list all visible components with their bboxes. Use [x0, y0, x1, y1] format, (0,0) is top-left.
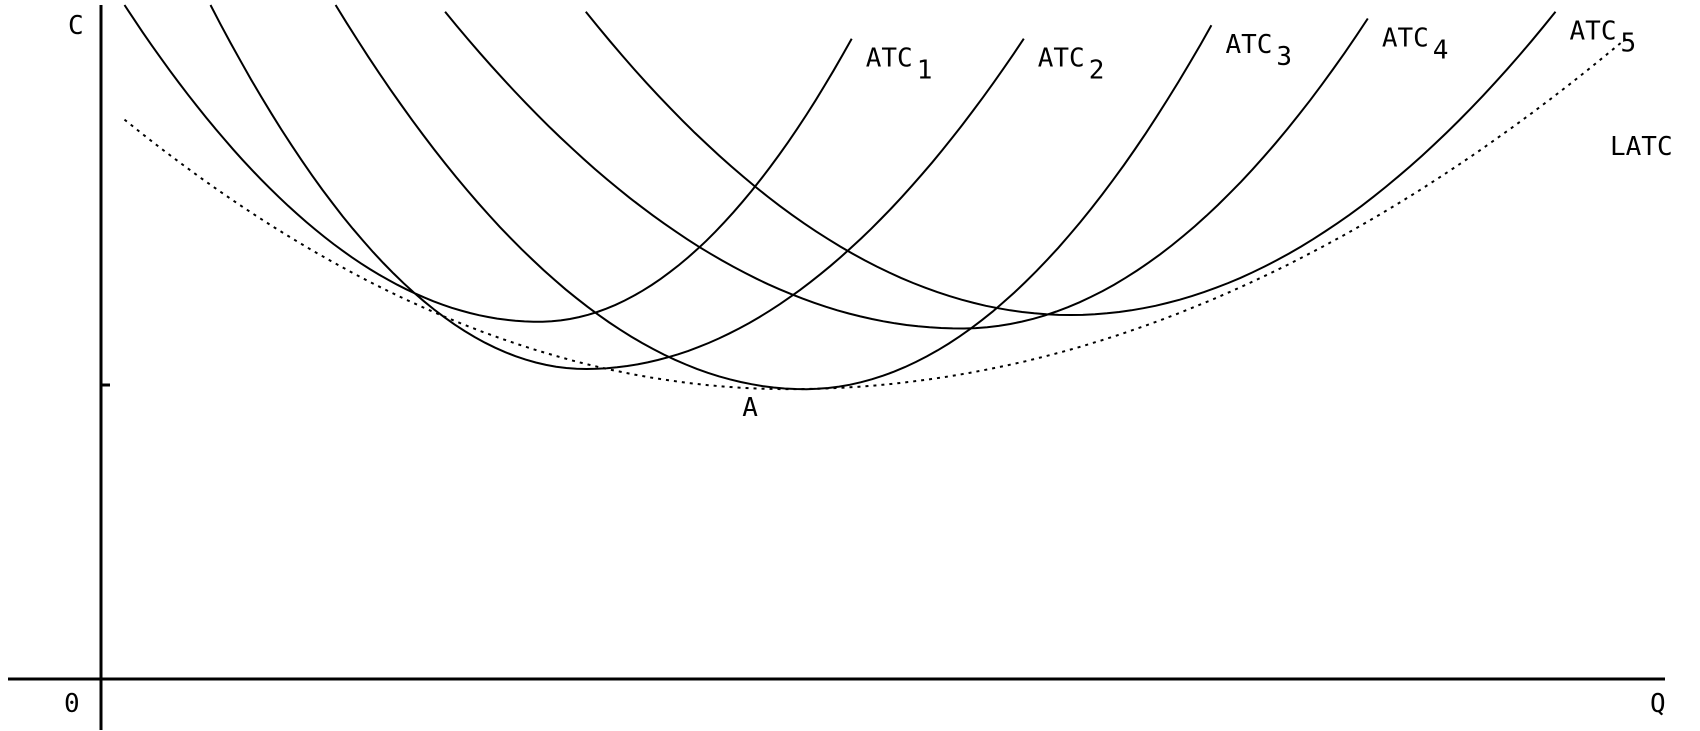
annotation-a: A — [742, 393, 758, 423]
latc-curve — [123, 37, 1627, 391]
series-layer — [123, 4, 1627, 391]
origin-label: 0 — [64, 689, 80, 719]
atc-curve-3 — [334, 4, 1213, 391]
annotation-layer: A — [742, 393, 758, 423]
atc-subscript-3: 3 — [1276, 42, 1292, 72]
atc-subscript-5: 5 — [1620, 29, 1636, 59]
x-axis-label: Q — [1650, 689, 1666, 719]
atc-label-5: ATC 5 — [1570, 17, 1637, 59]
atc-curve-4 — [444, 11, 1369, 330]
label-layer: ATC 1 ATC 2 ATC 3 ATC 4 ATC 5 LATC — [866, 17, 1673, 162]
latc-label: LATC — [1610, 132, 1673, 162]
atc-label-4: ATC 4 — [1382, 23, 1449, 65]
atc-curve-1 — [123, 4, 853, 323]
atc-subscript-2: 2 — [1089, 56, 1105, 86]
atc-curve-5 — [585, 11, 1557, 317]
y-axis-label: C — [68, 11, 84, 41]
atc-label-1: ATC 1 — [866, 44, 933, 86]
atc-label-3: ATC 3 — [1225, 30, 1292, 72]
atc-subscript-1: 1 — [917, 56, 933, 86]
atc-curve-2 — [209, 4, 1025, 371]
atc-label-2: ATC 2 — [1038, 44, 1105, 86]
atc-subscript-4: 4 — [1433, 35, 1449, 65]
